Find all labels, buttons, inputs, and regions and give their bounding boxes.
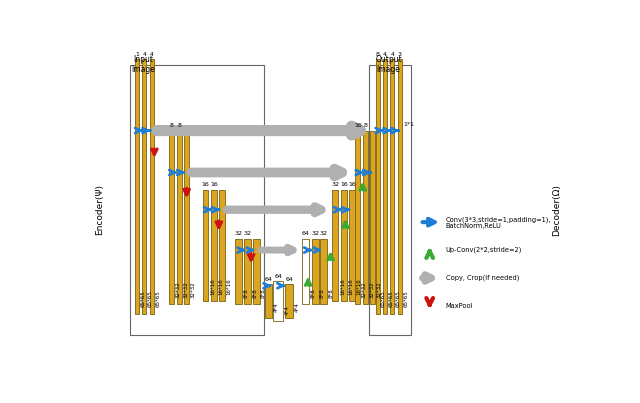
Text: Input
Image: Input Image [132,54,156,74]
Text: Copy, Crop(if needed): Copy, Crop(if needed) [445,275,519,281]
Text: 65*65: 65*65 [156,291,161,307]
Bar [177,131,182,304]
Bar [376,59,380,314]
Bar [143,59,147,314]
Text: 65*65: 65*65 [141,291,145,307]
Bar [398,59,402,314]
Text: 8*8: 8*8 [253,288,258,297]
Bar [370,131,375,304]
Text: MaxPool: MaxPool [445,303,473,309]
Text: 32*32: 32*32 [176,281,180,298]
Bar [129,65,264,335]
Text: 16*16: 16*16 [210,278,215,295]
Bar [349,189,355,301]
Text: 65*65: 65*65 [381,291,386,307]
Text: 32*32: 32*32 [362,281,367,298]
Text: 32*32: 32*32 [369,281,374,298]
Text: 16: 16 [354,123,362,128]
Bar [320,239,327,304]
Text: 8*8: 8*8 [310,288,316,297]
Text: 3: 3 [398,52,402,57]
Text: 8: 8 [177,123,181,128]
Text: Decoder(Ω): Decoder(Ω) [552,184,561,236]
Text: 8: 8 [170,123,173,128]
Text: 8*8: 8*8 [328,288,333,297]
Text: 64: 64 [301,231,310,236]
Text: 4: 4 [390,52,394,57]
Text: 32*32: 32*32 [191,281,196,298]
Bar [244,239,251,304]
Text: 32: 32 [332,182,339,187]
Bar [383,59,387,314]
Bar [184,131,189,304]
Bar [135,59,139,314]
Text: 32: 32 [244,231,252,236]
Text: 8: 8 [376,52,380,57]
Text: 4*4: 4*4 [274,302,279,312]
Text: Up-Conv(2*2,stride=2): Up-Conv(2*2,stride=2) [445,247,522,253]
Text: Encoder(Ψ): Encoder(Ψ) [95,184,104,235]
Text: 64: 64 [275,274,282,278]
Bar [285,284,293,318]
Text: 64: 64 [264,277,273,282]
Text: 4: 4 [383,52,387,57]
Bar [390,59,394,314]
Text: 8*8: 8*8 [261,288,266,297]
Text: 16*16: 16*16 [218,278,223,295]
Bar [363,131,367,304]
Bar [169,131,174,304]
Text: 1: 1 [135,52,139,57]
Bar [253,239,260,304]
Bar [150,59,154,314]
Text: 64: 64 [285,277,293,282]
Text: 8: 8 [364,123,367,128]
Text: 65*65: 65*65 [403,291,408,307]
Text: 4: 4 [150,52,154,57]
Bar [312,239,319,304]
Text: 32: 32 [235,231,243,236]
Text: 8*8: 8*8 [244,288,249,297]
Text: 16*16: 16*16 [356,278,361,295]
Bar [202,189,209,301]
Text: 32*32: 32*32 [183,281,188,298]
Text: 16: 16 [202,182,209,187]
Text: Output
Image: Output Image [375,54,402,74]
Bar [211,189,217,301]
Text: 1*1: 1*1 [403,122,414,127]
Text: 32*32: 32*32 [376,281,381,298]
Text: 16: 16 [210,182,218,187]
Text: 4*4: 4*4 [285,305,290,315]
Text: 16*16: 16*16 [340,278,345,295]
Bar [273,281,284,322]
Text: 65*65: 65*65 [388,291,394,307]
Text: 4: 4 [143,52,147,57]
Text: 65*65: 65*65 [396,291,401,307]
Bar [369,65,411,335]
Bar [355,131,360,304]
Bar [332,189,339,301]
Text: 32: 32 [319,231,328,236]
Bar [236,239,242,304]
Text: 16*16: 16*16 [227,278,231,295]
Text: 4*4: 4*4 [295,302,300,312]
Text: 16*16: 16*16 [348,278,353,295]
Bar [264,284,273,318]
Text: BatchNorm,ReLU: BatchNorm,ReLU [445,223,501,229]
Text: 8*8: 8*8 [320,288,325,297]
Bar [219,189,225,301]
Bar [341,189,347,301]
Text: 65*65: 65*65 [148,291,153,307]
Text: Conv(3*3,stride=1,padding=1),: Conv(3*3,stride=1,padding=1), [445,216,551,223]
Text: 16: 16 [348,182,356,187]
Bar [302,239,309,304]
Text: 16: 16 [340,182,348,187]
Text: 32: 32 [311,231,319,236]
